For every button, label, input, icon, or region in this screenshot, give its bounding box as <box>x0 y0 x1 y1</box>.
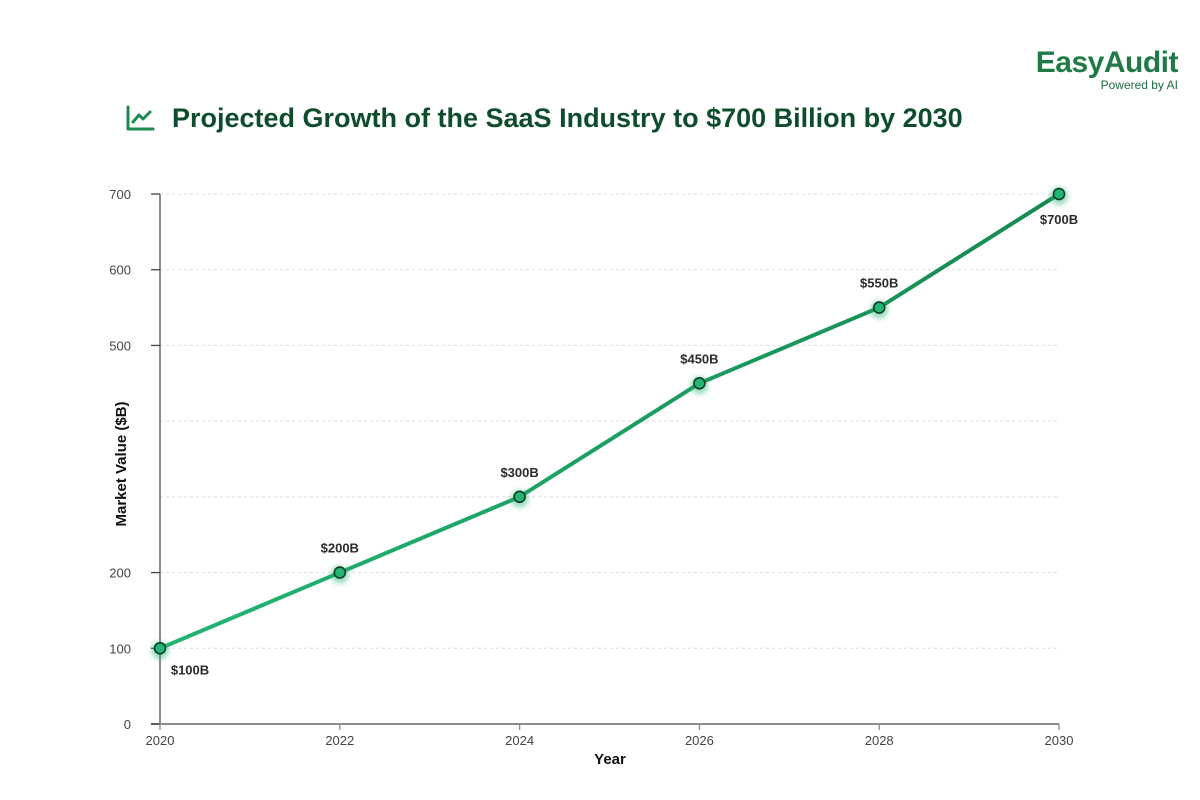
y-tick-label: 100 <box>109 641 131 656</box>
data-point <box>693 376 706 390</box>
chart-title: Projected Growth of the SaaS Industry to… <box>172 102 963 133</box>
data-label: $700B <box>1040 212 1078 227</box>
y-tick-label: 600 <box>109 263 131 278</box>
x-tick-label: 2026 <box>685 733 714 748</box>
y-tick-label: 700 <box>109 187 131 202</box>
x-tick-label: 2024 <box>505 733 534 748</box>
x-axis-label: Year <box>594 751 626 768</box>
x-tick-label: 2030 <box>1045 733 1074 748</box>
y-tick-label: 200 <box>109 566 131 581</box>
y-axis-ticks: 0 100 200 500 600 700 <box>109 187 160 732</box>
y-tick-label: 500 <box>109 338 131 353</box>
x-axis-ticks: 2020 2022 2024 2026 2028 2030 <box>146 724 1074 748</box>
data-label: $450B <box>680 351 718 366</box>
line-chart-icon <box>126 105 155 131</box>
chart-header: Projected Growth of the SaaS Industry to… <box>124 100 963 136</box>
axes <box>151 194 1059 725</box>
y-axis-label: Market Value ($B) <box>113 401 130 526</box>
brand-tagline: Powered by AI <box>1100 78 1178 92</box>
brand-name: EasyAudit <box>1035 46 1179 79</box>
x-tick-label: 2022 <box>325 733 354 748</box>
data-point <box>513 490 526 504</box>
series-line-group: $100B $200B $300B $450B $550B $700B <box>151 187 1078 677</box>
data-label: $100B <box>171 662 209 677</box>
x-tick-label: 2020 <box>146 733 175 748</box>
data-point <box>333 566 347 579</box>
data-point <box>153 641 167 655</box>
data-label: $550B <box>860 276 898 291</box>
series-line <box>158 192 1061 651</box>
data-label: $300B <box>500 465 538 480</box>
y-tick-label: 0 <box>124 717 131 732</box>
brand-logo: EasyAudit Powered by AI <box>1035 46 1179 93</box>
data-point <box>1052 187 1066 201</box>
gridlines <box>160 193 1059 649</box>
data-label: $200B <box>321 541 359 556</box>
x-tick-label: 2028 <box>865 733 894 748</box>
data-point <box>872 301 886 314</box>
